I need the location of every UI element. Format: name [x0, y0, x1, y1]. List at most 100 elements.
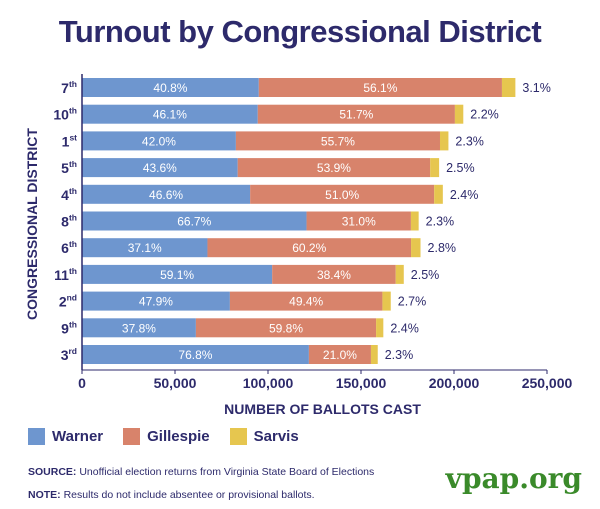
data-label-sarvis-10: 2.2% [470, 108, 499, 122]
category-label-11: 11th [54, 266, 77, 283]
data-label-gillespie-4: 51.0% [325, 188, 359, 202]
legend-swatch-sarvis [229, 428, 247, 445]
source-note: SOURCE: Unofficial election returns from… [28, 466, 375, 478]
data-label-sarvis-11: 2.5% [411, 268, 440, 282]
data-label-sarvis-3: 2.3% [385, 348, 414, 362]
category-label-10: 10th [53, 106, 77, 123]
category-label-3: 3rd [61, 346, 77, 363]
bar-sarvis-9 [376, 318, 384, 338]
bar-warner-8 [82, 211, 307, 231]
data-label-gillespie-11: 38.4% [317, 268, 351, 282]
chart-title: Turnout by Congressional District [58, 14, 542, 49]
bar-warner-4 [82, 184, 251, 204]
data-label-warner-2: 47.9% [139, 295, 173, 309]
x-tick-label-50000: 50,000 [154, 375, 197, 391]
category-label-9: 9th [61, 319, 77, 336]
category-label-5: 5th [61, 159, 77, 176]
bar-gillespie-6 [207, 238, 412, 258]
x-tick-label-0: 0 [78, 375, 86, 391]
bar-gillespie-3 [308, 345, 371, 364]
bar-sarvis-3 [370, 345, 378, 364]
data-label-gillespie-5: 53.9% [317, 161, 351, 175]
legend-item-gillespie: Gillespie [123, 428, 210, 445]
data-label-sarvis-8: 2.3% [426, 215, 455, 229]
legend-item-warner: Warner [28, 428, 103, 445]
data-label-warner-9: 37.8% [122, 321, 156, 335]
bar-sarvis-1 [439, 131, 449, 151]
data-label-warner-7: 40.8% [153, 81, 187, 95]
x-tick-label-100000: 100,000 [243, 375, 294, 391]
category-label-4: 4th [61, 186, 77, 203]
category-label-8: 8th [61, 213, 77, 230]
bar-sarvis-8 [410, 211, 419, 231]
bar-sarvis-4 [434, 184, 443, 204]
data-label-gillespie-1: 55.7% [321, 134, 355, 148]
bar-gillespie-9 [195, 318, 377, 338]
stacked-bar-chart: 40.8% 56.1% 3.1% 7th 46.1% 51.7% 2.2% 10th 42.0%… [24, 74, 573, 417]
data-label-warner-3: 76.8% [178, 348, 212, 362]
bar-gillespie-2 [229, 291, 383, 311]
data-label-gillespie-2: 49.4% [289, 295, 323, 309]
data-label-warner-4: 46.6% [149, 188, 183, 202]
bar-warner-9 [82, 318, 196, 338]
data-label-sarvis-7: 3.1% [522, 81, 551, 95]
data-label-gillespie-8: 31.0% [342, 215, 376, 229]
bar-warner-6 [82, 238, 208, 258]
footnotes: SOURCE: Unofficial election returns from… [28, 461, 374, 507]
data-label-warner-10: 46.1% [153, 108, 187, 122]
data-label-gillespie-7: 56.1% [363, 81, 397, 95]
x-tick-label-250000: 250,000 [522, 375, 573, 391]
bar-warner-3 [82, 345, 309, 364]
data-label-sarvis-9: 2.4% [390, 321, 419, 335]
legend-label-warner: Warner [52, 428, 104, 445]
bar-warner-10 [82, 104, 258, 124]
x-tick-label-150000: 150,000 [336, 375, 387, 391]
data-label-sarvis-6: 2.8% [428, 241, 457, 255]
bar-sarvis-2 [382, 291, 391, 311]
category-label-1: 1st [62, 132, 78, 149]
results-note: NOTE: Results do not include absentee or… [28, 489, 315, 501]
bar-sarvis-5 [430, 158, 440, 178]
bar-warner-2 [82, 291, 230, 311]
legend-label-gillespie: Gillespie [147, 428, 210, 445]
bar-gillespie-5 [237, 158, 431, 178]
x-tick-label-200000: 200,000 [429, 375, 480, 391]
data-label-warner-6: 37.1% [128, 241, 162, 255]
bar-gillespie-10 [257, 104, 455, 124]
bar-sarvis-11 [395, 264, 404, 284]
data-label-sarvis-5: 2.5% [446, 161, 475, 175]
bar-gillespie-4 [250, 184, 435, 204]
legend-label-sarvis: Sarvis [253, 428, 299, 445]
data-label-gillespie-6: 60.2% [292, 241, 326, 255]
bar-warner-1 [82, 131, 236, 151]
bar-warner-5 [82, 158, 238, 178]
legend: Warner Gillespie Sarvis [28, 428, 319, 445]
data-label-gillespie-9: 59.8% [269, 321, 303, 335]
legend-item-sarvis: Sarvis [229, 428, 299, 445]
bar-sarvis-7 [501, 78, 516, 97]
bar-gillespie-1 [235, 131, 440, 151]
bar-warner-7 [82, 78, 259, 97]
x-axis-title: NUMBER OF BALLOTS CAST [224, 401, 421, 417]
data-label-warner-8: 66.7% [177, 215, 211, 229]
data-label-warner-11: 59.1% [160, 268, 194, 282]
data-label-sarvis-2: 2.7% [398, 295, 427, 309]
category-label-7: 7th [61, 79, 77, 96]
data-label-gillespie-10: 51.7% [339, 108, 373, 122]
bar-gillespie-7 [258, 78, 502, 97]
data-label-warner-5: 43.6% [143, 161, 177, 175]
category-label-6: 6th [61, 239, 77, 256]
bar-sarvis-6 [411, 238, 421, 258]
bar-warner-11 [82, 264, 273, 284]
data-label-gillespie-3: 21.0% [323, 348, 357, 362]
y-axis-title: CONGRESSIONAL DISTRICT [24, 128, 40, 320]
data-label-sarvis-1: 2.3% [455, 134, 484, 148]
bar-gillespie-8 [306, 211, 411, 231]
category-label-2: 2nd [59, 293, 77, 310]
bar-gillespie-11 [272, 264, 396, 284]
legend-swatch-warner [28, 428, 45, 445]
brand-logo[interactable]: vpap.org [445, 462, 582, 495]
data-label-warner-1: 42.0% [142, 134, 176, 148]
bar-sarvis-10 [454, 104, 464, 124]
data-label-sarvis-4: 2.4% [450, 188, 479, 202]
